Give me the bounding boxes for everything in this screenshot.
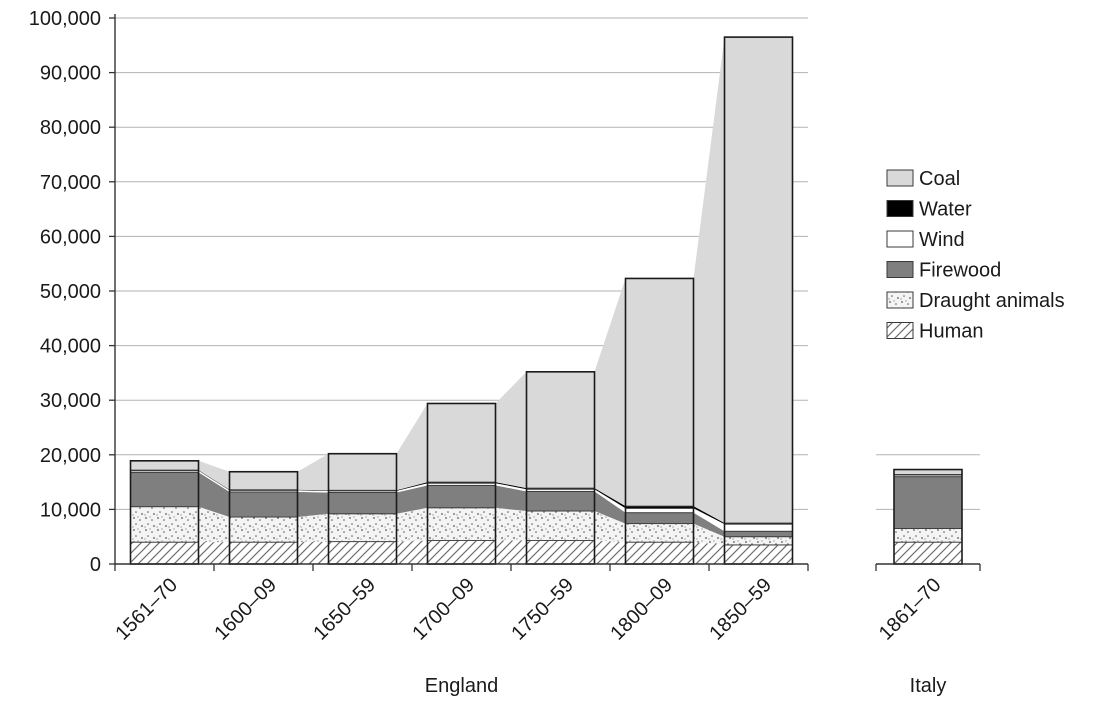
bar-segment-human xyxy=(428,541,496,564)
bar-segment-draught xyxy=(131,507,199,542)
bar-segment-human xyxy=(626,542,694,564)
bar-segment-draught xyxy=(329,514,397,542)
y-tick-label: 0 xyxy=(90,554,101,576)
y-tick-label: 90,000 xyxy=(40,63,101,85)
bar-segment-firewood xyxy=(131,472,199,506)
band-coal xyxy=(298,454,329,491)
bar-segment-firewood xyxy=(894,477,962,529)
bar-segment-firewood xyxy=(329,492,397,513)
band-human xyxy=(199,542,230,564)
bar-segment-human xyxy=(725,545,793,564)
legend-label: Coal xyxy=(919,168,960,190)
bar-segment-human xyxy=(527,541,595,564)
bar-segment-draught xyxy=(626,524,694,543)
band-human xyxy=(496,541,527,564)
x-category-label: 1850–59 xyxy=(705,574,776,645)
bar-segment-wind xyxy=(626,508,694,512)
legend-swatch-coal xyxy=(887,170,913,186)
band-human xyxy=(397,541,428,564)
bar-segment-coal xyxy=(527,372,595,488)
bar-segment-coal xyxy=(131,461,199,470)
bar-segment-wind xyxy=(725,524,793,531)
bar-segment-firewood xyxy=(527,491,595,511)
legend-label: Draught animals xyxy=(919,290,1065,312)
y-tick-label: 20,000 xyxy=(40,445,101,467)
y-tick-label: 50,000 xyxy=(40,281,101,303)
axis-labels: 0 10,000 20,000 30,000 40,000 50,000 60,000 70,… xyxy=(29,8,947,697)
legend-swatch-water xyxy=(887,201,913,217)
x-category-label: 1750–59 xyxy=(507,574,578,645)
legend: Coal Water Wind Firewood Draught animals Huma… xyxy=(887,168,1065,343)
legend-item: Wind xyxy=(887,229,965,251)
legend-item: Human xyxy=(887,321,983,343)
band-human xyxy=(694,542,725,564)
bar-segment-draught xyxy=(527,511,595,540)
x-category-label: 1861–70 xyxy=(875,574,946,645)
bar-segment-draught xyxy=(894,529,962,543)
y-tick-label: 10,000 xyxy=(40,499,101,521)
legend-label: Wind xyxy=(919,229,965,251)
group-label: Italy xyxy=(910,675,947,697)
legend-swatch-human xyxy=(887,323,913,339)
bar-segment-coal xyxy=(230,472,298,490)
y-tick-label: 60,000 xyxy=(40,226,101,248)
band-human xyxy=(298,542,329,564)
y-tick-label: 40,000 xyxy=(40,336,101,358)
x-category-label: 1800–09 xyxy=(606,574,677,645)
legend-swatch-firewood xyxy=(887,262,913,278)
bar-segment-draught xyxy=(428,508,496,541)
x-category-label: 1600–09 xyxy=(210,574,281,645)
band-draught xyxy=(496,508,527,541)
legend-swatch-wind xyxy=(887,231,913,247)
bar-segment-firewood xyxy=(230,492,298,517)
legend-item: Firewood xyxy=(887,260,1001,282)
y-tick-label: 80,000 xyxy=(40,117,101,139)
legend-label: Human xyxy=(919,321,983,343)
legend-item: Draught animals xyxy=(887,290,1065,312)
y-tick-label: 70,000 xyxy=(40,172,101,194)
band-coal xyxy=(595,278,626,506)
y-tick-label: 30,000 xyxy=(40,390,101,412)
legend-label: Firewood xyxy=(919,260,1001,282)
bar-segment-draught xyxy=(230,517,298,542)
bar-segment-coal xyxy=(428,403,496,482)
bar-segment-coal xyxy=(725,37,793,523)
bar-segment-coal xyxy=(329,454,397,491)
band-coal xyxy=(397,403,428,490)
band-coal xyxy=(694,37,725,523)
band-draught xyxy=(298,514,329,542)
bar-segment-human xyxy=(230,542,298,564)
bar-segment-human xyxy=(131,542,199,564)
bar-segment-firewood xyxy=(428,485,496,507)
bar-segment-firewood xyxy=(725,531,793,536)
legend-swatch-draught xyxy=(887,292,913,308)
legend-item: Water xyxy=(887,199,972,221)
legend-label: Water xyxy=(919,199,972,221)
bar-segment-human xyxy=(894,542,962,564)
bars xyxy=(131,37,963,564)
x-category-label: 1650–59 xyxy=(309,574,380,645)
x-category-label: 1700–09 xyxy=(408,574,479,645)
bar-segment-firewood xyxy=(626,513,694,524)
bar-segment-coal xyxy=(626,278,694,506)
band-coal xyxy=(496,372,527,488)
group-label: England xyxy=(425,675,498,697)
bar-segment-human xyxy=(329,542,397,564)
band-human xyxy=(595,541,626,564)
legend-item: Coal xyxy=(887,168,960,190)
band-firewood xyxy=(298,492,329,517)
y-tick-label: 100,000 xyxy=(29,8,101,30)
bar-segment-draught xyxy=(725,537,793,545)
x-category-label: 1561–70 xyxy=(111,574,182,645)
